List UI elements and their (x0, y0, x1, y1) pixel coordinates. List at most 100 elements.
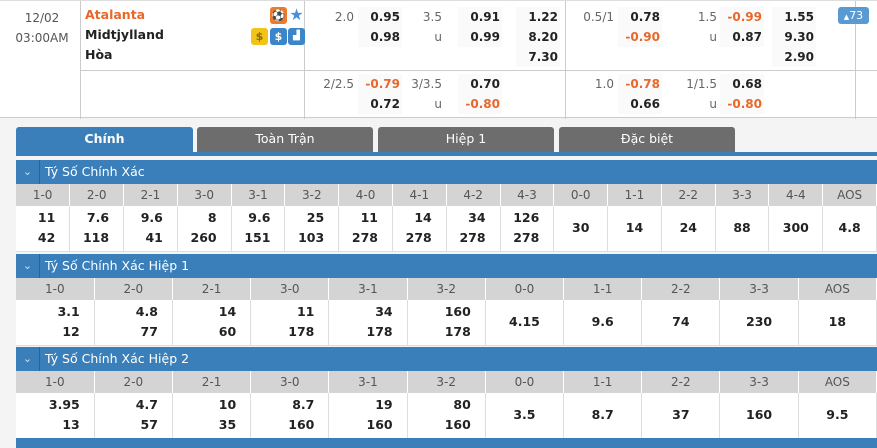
h1-ou-under-odds[interactable]: 0.87 (720, 27, 764, 47)
odds-value[interactable]: 11 (37, 210, 56, 226)
odds-value[interactable]: 278 (459, 230, 486, 246)
odds-value[interactable]: 4.8 (135, 304, 158, 320)
hdp-home-odds[interactable]: 0.95 (358, 7, 402, 27)
away-team[interactable]: Midtjylland (85, 27, 164, 42)
ou-over-odds-2[interactable]: 0.70 (458, 74, 502, 94)
odds-value[interactable]: 160 (444, 417, 471, 433)
odds-value[interactable]: 77 (140, 324, 158, 340)
h1-1x2-home-odds[interactable]: 1.55 (772, 7, 816, 27)
1x2-draw-odds[interactable]: 7.30 (516, 47, 560, 67)
tab-toan-tran[interactable]: Toàn Trận (197, 127, 373, 152)
h1-1x2-away-odds[interactable]: 9.30 (772, 27, 816, 47)
coin-icon[interactable]: $ (251, 28, 268, 45)
odds-value[interactable]: 11 (360, 210, 378, 226)
chevron-down-icon[interactable]: ⌄ (16, 160, 40, 184)
ou-under-odds[interactable]: 0.99 (458, 27, 502, 47)
odds-value[interactable]: 30 (572, 220, 590, 236)
odds-value[interactable]: 160 (288, 417, 315, 433)
odds-value[interactable]: 3.1 (57, 304, 80, 320)
odds-value[interactable]: 126 (513, 210, 540, 226)
odds-value[interactable]: 25 (306, 210, 325, 226)
odds-value[interactable]: 60 (218, 324, 237, 340)
odds-value[interactable]: 19 (375, 397, 393, 413)
odds-value[interactable]: 80 (453, 397, 471, 413)
dollar-icon[interactable]: $ (270, 28, 287, 45)
odds-value[interactable]: 278 (513, 230, 540, 246)
odds-value[interactable]: 8 (207, 210, 217, 226)
odds-value[interactable]: 18 (828, 314, 847, 330)
odds-value[interactable]: 8.7 (591, 407, 614, 423)
chevron-down-icon[interactable]: ⌄ (16, 254, 40, 278)
odds-value[interactable]: 178 (444, 324, 471, 340)
section-header[interactable]: ⌄ Tý Số Chính Xác Hiệp 1 (16, 254, 877, 278)
odds-value[interactable]: 8.7 (292, 397, 315, 413)
live-player-icon[interactable]: ⚽ (270, 7, 287, 24)
odds-value[interactable]: 300 (782, 220, 809, 236)
star-icon[interactable]: ★ (289, 5, 304, 24)
h1-hdp-away-odds-2[interactable]: 0.66 (618, 94, 662, 114)
section-header[interactable]: ⌄ Tý Số Chính Xác Hiệp 2 (16, 347, 877, 371)
chevron-down-icon[interactable]: ⌄ (16, 347, 40, 371)
hdp-away-odds-2[interactable]: 0.72 (358, 94, 402, 114)
odds-value[interactable]: 178 (288, 324, 315, 340)
odds-value[interactable]: 41 (145, 230, 163, 246)
odds-value[interactable]: 88 (733, 220, 751, 236)
odds-value[interactable]: 160 (366, 417, 393, 433)
1x2-home-odds[interactable]: 1.22 (516, 7, 560, 27)
section-header[interactable]: ⌄ Tý Số Chính Xác (16, 160, 877, 184)
odds-value[interactable]: 278 (405, 230, 432, 246)
h1-hdp-home-odds[interactable]: 0.78 (618, 7, 662, 27)
home-team[interactable]: Atalanta (85, 7, 146, 22)
odds-value[interactable]: 160 (444, 304, 471, 320)
odds-value[interactable]: 260 (190, 230, 217, 246)
odds-value[interactable]: 160 (746, 407, 773, 423)
odds-value[interactable]: 9.6 (248, 210, 271, 226)
odds-value[interactable]: 11 (296, 304, 315, 320)
odds-value[interactable]: 4.7 (135, 397, 158, 413)
odds-value[interactable]: 24 (679, 220, 697, 236)
stats-icon[interactable]: ▟ (288, 28, 305, 45)
h1-1x2-draw-odds[interactable]: 2.90 (772, 47, 816, 67)
odds-value[interactable]: 34 (375, 304, 393, 320)
odds-value[interactable]: 12 (62, 324, 80, 340)
odds-value[interactable]: 9.6 (591, 314, 614, 330)
h1-hdp-home-odds-2[interactable]: -0.78 (618, 74, 662, 94)
h1-ou-under-odds-2[interactable]: -0.80 (720, 94, 764, 114)
tab-hiep-1[interactable]: Hiệp 1 (378, 127, 554, 152)
1x2-away-odds[interactable]: 8.20 (516, 27, 560, 47)
odds-value[interactable]: 7.6 (86, 210, 110, 226)
odds-value[interactable]: 151 (244, 230, 271, 246)
odds-value[interactable]: 230 (746, 314, 773, 330)
odds-value[interactable]: 14 (414, 210, 432, 226)
odds-value[interactable]: 57 (140, 417, 158, 433)
odds-value[interactable]: 14 (218, 304, 237, 320)
odds-value[interactable]: 42 (37, 230, 56, 246)
odds-value[interactable]: 74 (672, 314, 690, 330)
h1-hdp-away-odds[interactable]: -0.90 (618, 27, 662, 47)
odds-value[interactable]: 9.6 (140, 210, 163, 226)
odds-value[interactable]: 14 (625, 220, 644, 236)
ou-under-odds-2[interactable]: -0.80 (458, 94, 502, 114)
more-markets-button[interactable]: ▲73 (838, 7, 869, 24)
h1-ou-over-odds-2[interactable]: 0.68 (720, 74, 764, 94)
odds-value[interactable]: 35 (218, 417, 237, 433)
odds-value[interactable]: 10 (218, 397, 237, 413)
odds-value[interactable]: 37 (672, 407, 690, 423)
hdp-home-odds-2[interactable]: -0.79 (358, 74, 402, 94)
tab-chinh[interactable]: Chính (16, 127, 193, 152)
odds-value[interactable]: 3.95 (48, 397, 80, 413)
odds-value[interactable]: 278 (351, 230, 378, 246)
odds-value[interactable]: 118 (82, 230, 110, 246)
odds-value[interactable]: 103 (298, 230, 325, 246)
odds-value[interactable]: 13 (62, 417, 80, 433)
odds-value[interactable]: 178 (366, 324, 393, 340)
tab-dac-biet[interactable]: Đặc biệt (559, 127, 735, 152)
odds-value[interactable]: 34 (468, 210, 486, 226)
h1-ou-over-odds[interactable]: -0.99 (720, 7, 764, 27)
odds-value[interactable]: 4.15 (509, 314, 540, 330)
odds-value[interactable]: 9.5 (826, 407, 849, 423)
odds-value[interactable]: 3.5 (513, 407, 536, 423)
hdp-away-odds[interactable]: 0.98 (358, 27, 402, 47)
ou-over-odds[interactable]: 0.91 (458, 7, 502, 27)
odds-value[interactable]: 4.8 (838, 220, 861, 236)
